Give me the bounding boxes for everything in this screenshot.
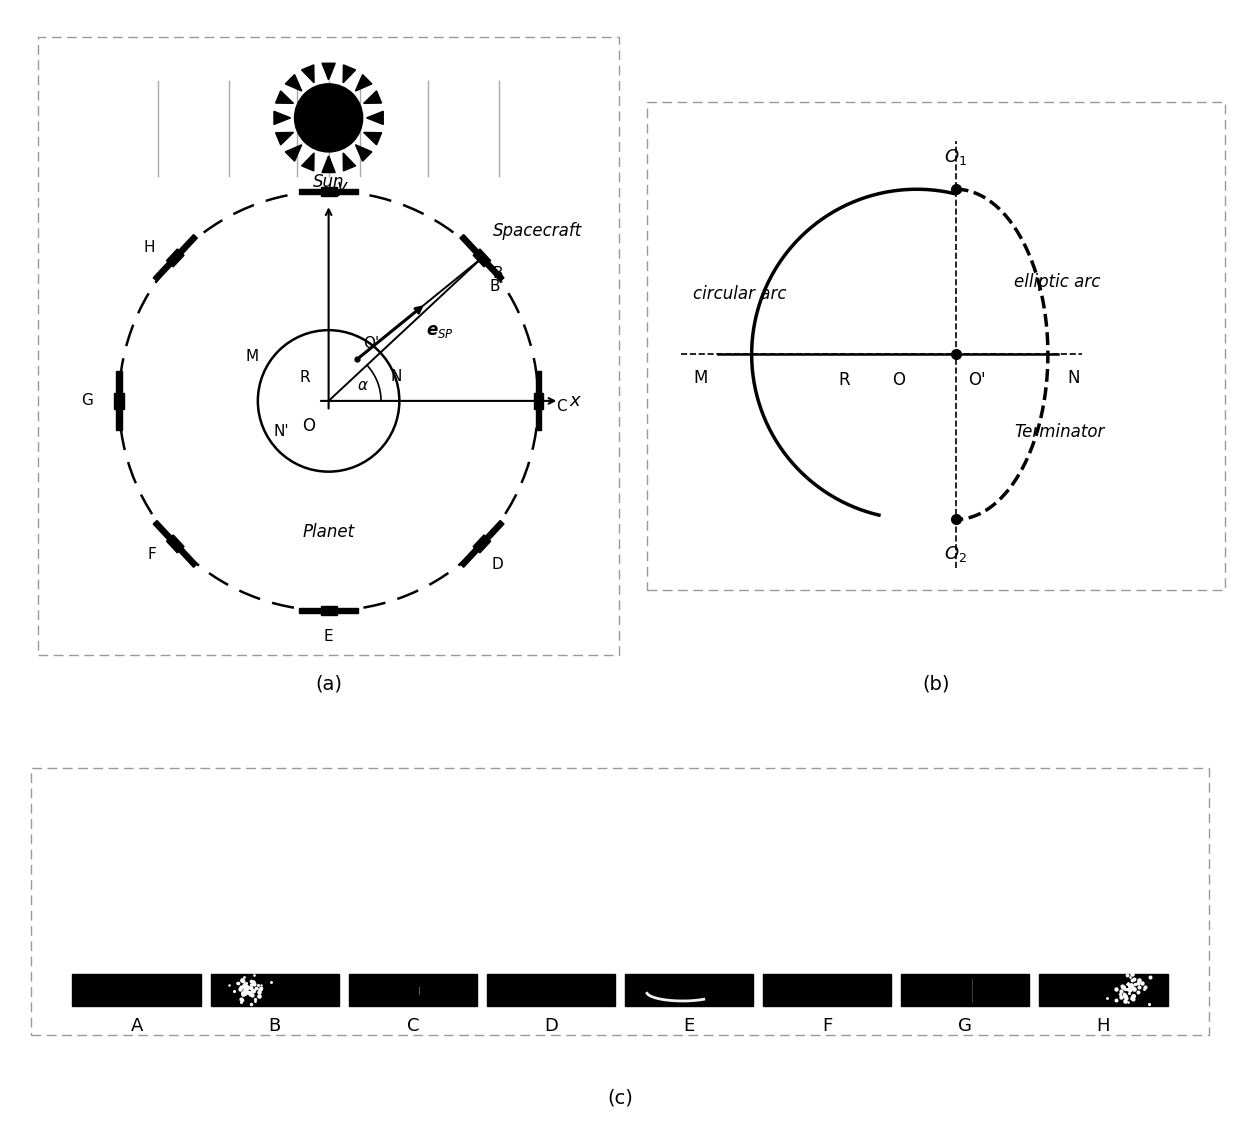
- Text: (b): (b): [923, 675, 950, 694]
- Polygon shape: [343, 153, 356, 171]
- Text: $O_2$: $O_2$: [944, 544, 967, 564]
- Polygon shape: [322, 155, 335, 172]
- Text: O': O': [967, 371, 986, 389]
- Bar: [211, 974, 339, 1007]
- Polygon shape: [301, 153, 314, 171]
- Text: B: B: [492, 266, 503, 281]
- Polygon shape: [274, 111, 290, 125]
- Text: G: G: [82, 393, 93, 408]
- Text: O: O: [892, 371, 905, 389]
- Polygon shape: [460, 548, 479, 567]
- Bar: [72, 974, 201, 1007]
- Polygon shape: [367, 111, 383, 125]
- Bar: [1039, 974, 1168, 1007]
- Text: N: N: [1068, 369, 1080, 387]
- Text: Spacecraft: Spacecraft: [492, 221, 582, 239]
- Polygon shape: [301, 65, 314, 83]
- Text: Terminator: Terminator: [1014, 423, 1105, 441]
- Text: (a): (a): [315, 675, 342, 694]
- Polygon shape: [336, 188, 358, 194]
- Text: C: C: [407, 1017, 419, 1035]
- Text: elliptic arc: elliptic arc: [1014, 272, 1100, 290]
- Text: O': O': [362, 336, 379, 352]
- Text: D: D: [544, 1017, 558, 1035]
- Text: $O_1$: $O_1$: [944, 147, 967, 168]
- Polygon shape: [336, 608, 358, 613]
- Polygon shape: [533, 393, 543, 409]
- Polygon shape: [460, 235, 479, 254]
- Text: F: F: [822, 1017, 832, 1035]
- Bar: [486, 974, 615, 1007]
- Polygon shape: [117, 371, 122, 393]
- Polygon shape: [285, 145, 301, 161]
- Text: O: O: [303, 416, 315, 434]
- Polygon shape: [299, 188, 321, 194]
- Polygon shape: [474, 249, 491, 266]
- Polygon shape: [114, 393, 124, 409]
- Text: H: H: [144, 240, 155, 255]
- Polygon shape: [275, 91, 294, 103]
- Text: F: F: [148, 547, 156, 561]
- Polygon shape: [363, 91, 382, 103]
- Polygon shape: [154, 262, 172, 281]
- Polygon shape: [166, 249, 184, 266]
- Polygon shape: [322, 64, 335, 79]
- Text: $\boldsymbol{e}_{SP}$: $\boldsymbol{e}_{SP}$: [425, 322, 454, 340]
- Polygon shape: [275, 133, 294, 145]
- Text: circular arc: circular arc: [693, 285, 787, 303]
- Text: R: R: [300, 370, 310, 384]
- Text: A: A: [324, 158, 334, 172]
- Polygon shape: [356, 145, 372, 161]
- Polygon shape: [321, 606, 336, 615]
- Polygon shape: [154, 521, 172, 540]
- Text: M: M: [693, 369, 708, 387]
- Text: (c): (c): [608, 1089, 632, 1108]
- Polygon shape: [285, 75, 301, 91]
- Polygon shape: [356, 75, 372, 91]
- Bar: [901, 974, 1029, 1007]
- Bar: [625, 974, 754, 1007]
- Polygon shape: [485, 262, 503, 281]
- Text: B: B: [490, 279, 500, 294]
- Polygon shape: [166, 535, 184, 552]
- Text: N: N: [391, 370, 402, 384]
- Text: E: E: [683, 1017, 694, 1035]
- Text: $\alpha$: $\alpha$: [357, 378, 368, 392]
- Polygon shape: [363, 133, 382, 145]
- Text: B: B: [269, 1017, 281, 1035]
- Polygon shape: [299, 608, 321, 613]
- Text: M: M: [246, 349, 258, 364]
- Text: N': N': [274, 424, 289, 440]
- Polygon shape: [343, 65, 356, 83]
- Polygon shape: [536, 371, 541, 393]
- Polygon shape: [536, 409, 541, 431]
- Text: Sun: Sun: [312, 172, 345, 191]
- Polygon shape: [179, 235, 197, 254]
- Text: D: D: [492, 557, 503, 573]
- Text: E: E: [324, 629, 334, 644]
- Text: R: R: [838, 371, 849, 389]
- Bar: [763, 974, 892, 1007]
- Polygon shape: [485, 521, 503, 540]
- Polygon shape: [474, 535, 491, 552]
- Text: G: G: [959, 1017, 972, 1035]
- Text: C: C: [557, 399, 567, 414]
- Circle shape: [295, 84, 362, 152]
- Text: Planet: Planet: [303, 523, 355, 541]
- Polygon shape: [179, 548, 197, 567]
- Text: A: A: [130, 1017, 143, 1035]
- Polygon shape: [117, 409, 122, 431]
- Bar: [348, 974, 477, 1007]
- Polygon shape: [321, 187, 336, 196]
- Text: x: x: [569, 392, 580, 409]
- Text: H: H: [1096, 1017, 1110, 1035]
- Text: y: y: [336, 178, 347, 196]
